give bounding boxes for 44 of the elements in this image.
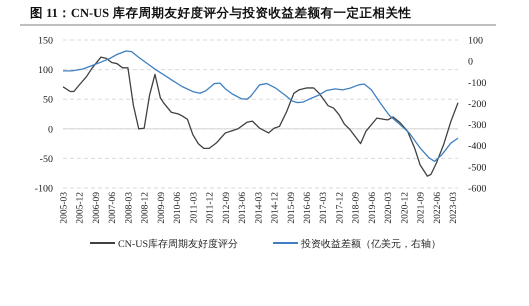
x-tick-label: 2006-09 (92, 192, 102, 224)
x-tick-label: 2023-03 (449, 192, 460, 224)
x-tick-label: 2017-12 (335, 192, 346, 224)
x-tick-label: 2007-06 (108, 192, 118, 224)
y2-tick-label: -600 (468, 184, 486, 194)
y-tick-label: -50 (40, 154, 53, 165)
y-tick-label: 0 (48, 124, 53, 136)
x-tick-label: 2009-09 (156, 192, 167, 224)
y2-tick-label: -300 (468, 120, 486, 132)
x-tick-label: 2008-12 (140, 192, 151, 224)
x-tick-label: 2010-06 (173, 192, 184, 224)
x-tick-label: 2020-03 (384, 192, 394, 224)
y2-tick-label: -400 (468, 141, 486, 152)
y-tick-label: 100 (38, 65, 53, 76)
line-series (62, 50, 459, 162)
y2-tick-label: -500 (468, 162, 486, 174)
x-tick-label: 2017-03 (319, 192, 330, 224)
y2-tick-label: -100 (468, 78, 486, 89)
x-tick-label: 2005-03 (60, 192, 70, 224)
x-tick-label: 2014-12 (270, 192, 281, 224)
x-tick-label: 2014-03 (254, 192, 264, 224)
y-tick-label: 50 (43, 94, 53, 106)
x-tick-label: 2019-06 (368, 192, 378, 224)
y2-tick-label: -200 (468, 98, 486, 110)
y-tick-label: 150 (38, 36, 53, 46)
x-tick-label: 2011-03 (189, 192, 200, 224)
x-tick-label: 2018-09 (352, 192, 362, 224)
legend-label: 投资收益差额（亿美元，右轴） (300, 238, 442, 250)
x-tick-label: 2008-03 (124, 192, 134, 224)
x-tick-label: 2015-09 (286, 192, 297, 224)
x-tick-label: 2021-09 (416, 192, 427, 224)
y2-tick-label: 100 (468, 36, 483, 46)
x-tick-label: 2013-06 (238, 192, 248, 224)
x-tick-label: 2016-06 (302, 192, 313, 224)
y2-tick-label: 0 (468, 56, 473, 68)
x-tick-label: 2022-06 (432, 192, 443, 224)
line-series (62, 56, 459, 177)
x-tick-label: 2012-09 (222, 192, 232, 224)
chart-title: 图 11：CN-US 库存周期友好度评分与投资收益差额有一定正相关性 (30, 5, 412, 20)
x-tick-label: 2005-12 (76, 192, 86, 224)
x-tick-label: 2011-12 (206, 192, 216, 224)
x-tick-label: 2020-12 (400, 192, 410, 224)
legend-label: CN-US库存周期友好度评分 (118, 238, 238, 250)
y-tick-label: -100 (34, 184, 53, 194)
